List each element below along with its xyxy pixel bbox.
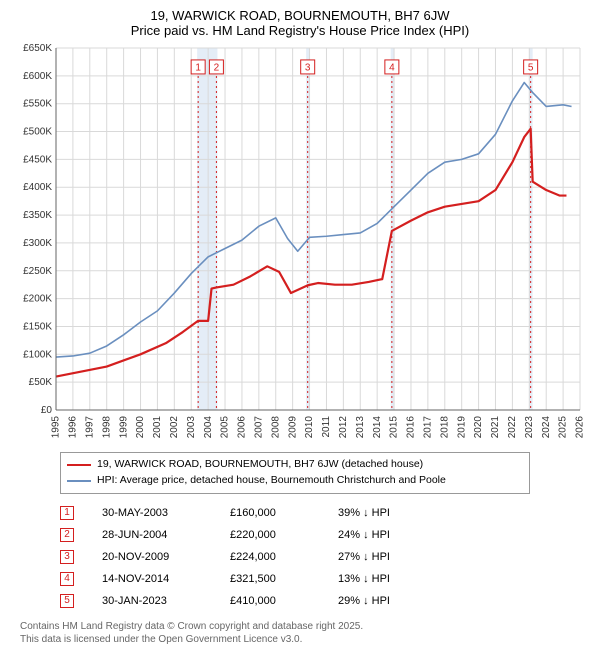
svg-text:2026: 2026: [575, 416, 586, 439]
sale-date: 30-JAN-2023: [102, 595, 202, 607]
svg-text:2003: 2003: [186, 416, 197, 439]
svg-text:2019: 2019: [456, 416, 467, 439]
svg-text:1: 1: [195, 62, 201, 73]
page-subtitle: Price paid vs. HM Land Registry's House …: [10, 23, 590, 38]
legend-swatch: [67, 480, 91, 482]
sale-diff-hpi: 13% ↓ HPI: [338, 573, 428, 585]
footer-line-2: This data is licensed under the Open Gov…: [20, 633, 590, 646]
svg-text:2014: 2014: [372, 416, 383, 439]
svg-text:£300K: £300K: [23, 238, 52, 249]
sale-marker: 4: [60, 572, 74, 586]
svg-text:1999: 1999: [118, 416, 129, 439]
svg-text:2013: 2013: [355, 416, 366, 439]
svg-text:£450K: £450K: [23, 154, 52, 165]
sale-diff-hpi: 29% ↓ HPI: [338, 595, 428, 607]
svg-text:£100K: £100K: [23, 349, 52, 360]
sale-marker: 1: [60, 506, 74, 520]
svg-text:2001: 2001: [152, 416, 163, 439]
svg-text:2015: 2015: [389, 416, 400, 439]
svg-text:1996: 1996: [68, 416, 79, 439]
svg-text:2007: 2007: [253, 416, 264, 439]
sale-date: 14-NOV-2014: [102, 573, 202, 585]
sale-marker: 5: [60, 594, 74, 608]
svg-text:£500K: £500K: [23, 127, 52, 138]
svg-text:2004: 2004: [203, 416, 214, 439]
svg-text:£50K: £50K: [29, 377, 53, 388]
table-row: 3 20-NOV-2009 £224,000 27% ↓ HPI: [60, 546, 590, 568]
sale-price: £224,000: [230, 551, 310, 563]
svg-text:2005: 2005: [220, 416, 231, 439]
sale-marker: 2: [60, 528, 74, 542]
svg-text:1997: 1997: [84, 416, 95, 439]
sale-diff-hpi: 39% ↓ HPI: [338, 507, 428, 519]
legend-label: 19, WARWICK ROAD, BOURNEMOUTH, BH7 6JW (…: [97, 457, 423, 473]
footer-attribution: Contains HM Land Registry data © Crown c…: [20, 620, 590, 646]
legend-item: HPI: Average price, detached house, Bour…: [67, 473, 523, 489]
sale-price: £220,000: [230, 529, 310, 541]
svg-text:2009: 2009: [287, 416, 298, 439]
sale-date: 30-MAY-2003: [102, 507, 202, 519]
svg-text:£350K: £350K: [23, 210, 52, 221]
svg-text:£600K: £600K: [23, 71, 52, 82]
svg-text:2008: 2008: [270, 416, 281, 439]
sale-diff-hpi: 24% ↓ HPI: [338, 529, 428, 541]
svg-text:3: 3: [305, 62, 311, 73]
svg-text:2018: 2018: [439, 416, 450, 439]
svg-text:4: 4: [389, 62, 395, 73]
svg-text:£150K: £150K: [23, 321, 52, 332]
svg-text:£550K: £550K: [23, 99, 52, 110]
svg-text:2017: 2017: [423, 416, 434, 439]
svg-text:1995: 1995: [51, 416, 62, 439]
svg-text:2010: 2010: [304, 416, 315, 439]
legend-swatch: [67, 464, 91, 466]
svg-text:2016: 2016: [406, 416, 417, 439]
sale-date: 20-NOV-2009: [102, 551, 202, 563]
sale-price: £160,000: [230, 507, 310, 519]
table-row: 2 28-JUN-2004 £220,000 24% ↓ HPI: [60, 524, 590, 546]
sale-diff-hpi: 27% ↓ HPI: [338, 551, 428, 563]
svg-text:£200K: £200K: [23, 294, 52, 305]
svg-text:2024: 2024: [541, 416, 552, 439]
sale-marker: 3: [60, 550, 74, 564]
svg-text:£400K: £400K: [23, 182, 52, 193]
sale-price: £321,500: [230, 573, 310, 585]
svg-text:2006: 2006: [237, 416, 248, 439]
svg-text:2025: 2025: [558, 416, 569, 439]
footer-line-1: Contains HM Land Registry data © Crown c…: [20, 620, 590, 633]
table-row: 4 14-NOV-2014 £321,500 13% ↓ HPI: [60, 568, 590, 590]
svg-text:2000: 2000: [135, 416, 146, 439]
svg-text:2002: 2002: [169, 416, 180, 439]
svg-text:£650K: £650K: [23, 44, 52, 54]
sales-table: 1 30-MAY-2003 £160,000 39% ↓ HPI 2 28-JUN-200…: [60, 502, 590, 612]
svg-text:£0: £0: [41, 405, 53, 416]
table-row: 5 30-JAN-2023 £410,000 29% ↓ HPI: [60, 590, 590, 612]
legend-item: 19, WARWICK ROAD, BOURNEMOUTH, BH7 6JW (…: [67, 457, 523, 473]
svg-text:5: 5: [528, 62, 534, 73]
page-title: 19, WARWICK ROAD, BOURNEMOUTH, BH7 6JW: [10, 8, 590, 23]
table-row: 1 30-MAY-2003 £160,000 39% ↓ HPI: [60, 502, 590, 524]
svg-text:2020: 2020: [473, 416, 484, 439]
svg-text:2023: 2023: [524, 416, 535, 439]
svg-text:2: 2: [214, 62, 220, 73]
legend-label: HPI: Average price, detached house, Bour…: [97, 473, 446, 489]
svg-text:2021: 2021: [490, 416, 501, 439]
svg-text:£250K: £250K: [23, 266, 52, 277]
sale-price: £410,000: [230, 595, 310, 607]
svg-text:2012: 2012: [338, 416, 349, 439]
svg-text:1998: 1998: [101, 416, 112, 439]
sale-date: 28-JUN-2004: [102, 529, 202, 541]
svg-text:2011: 2011: [321, 416, 332, 438]
svg-text:2022: 2022: [507, 416, 518, 439]
legend: 19, WARWICK ROAD, BOURNEMOUTH, BH7 6JW (…: [60, 452, 530, 494]
price-chart: £0 £50K £100K £150K £200K £250K £300K £350K £400…: [10, 44, 590, 444]
